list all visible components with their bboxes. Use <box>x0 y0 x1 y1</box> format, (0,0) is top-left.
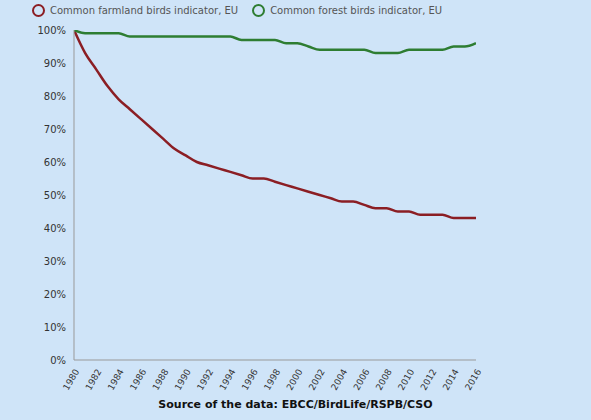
svg-text:1988: 1988 <box>150 367 170 392</box>
svg-text:90%: 90% <box>44 58 66 69</box>
svg-text:30%: 30% <box>44 256 66 267</box>
svg-text:1984: 1984 <box>106 367 126 392</box>
svg-text:70%: 70% <box>44 124 66 135</box>
svg-text:80%: 80% <box>44 91 66 102</box>
svg-text:2016: 2016 <box>463 367 483 392</box>
html-text:Common forest birds indicator,: Common forest birds indicator, EU <box>270 5 443 16</box>
svg-text:1986: 1986 <box>128 367 148 392</box>
html-text:Source of the data: EBCC/BirdL: Source of the data: EBCC/BirdLife/RSPB/C… <box>158 398 433 411</box>
svg-text:1996: 1996 <box>240 367 260 392</box>
svg-text:2000: 2000 <box>284 367 304 392</box>
svg-text:1998: 1998 <box>262 367 282 392</box>
svg-text:60%: 60% <box>44 157 66 168</box>
svg-text:1994: 1994 <box>217 367 237 392</box>
svg-text:50%: 50% <box>44 190 66 201</box>
svg-text:2014: 2014 <box>441 367 461 392</box>
svg-text:2002: 2002 <box>307 367 327 392</box>
svg-text:40%: 40% <box>44 223 66 234</box>
svg-text:100%: 100% <box>37 25 66 36</box>
svg-text:1982: 1982 <box>83 367 103 392</box>
svg-text:2008: 2008 <box>374 367 394 392</box>
svg-text:2012: 2012 <box>418 367 438 392</box>
svg-text:2004: 2004 <box>329 367 349 392</box>
svg-text:1980: 1980 <box>61 367 81 392</box>
svg-text:1990: 1990 <box>173 367 193 392</box>
svg-text:2010: 2010 <box>396 367 416 392</box>
html-text:Common farmland birds indicato: Common farmland birds indicator, EU <box>50 5 239 16</box>
svg-text:0%: 0% <box>50 355 66 366</box>
svg-text:1992: 1992 <box>195 367 215 392</box>
svg-text:10%: 10% <box>44 322 66 333</box>
svg-text:20%: 20% <box>44 289 66 300</box>
svg-text:2006: 2006 <box>351 367 371 392</box>
